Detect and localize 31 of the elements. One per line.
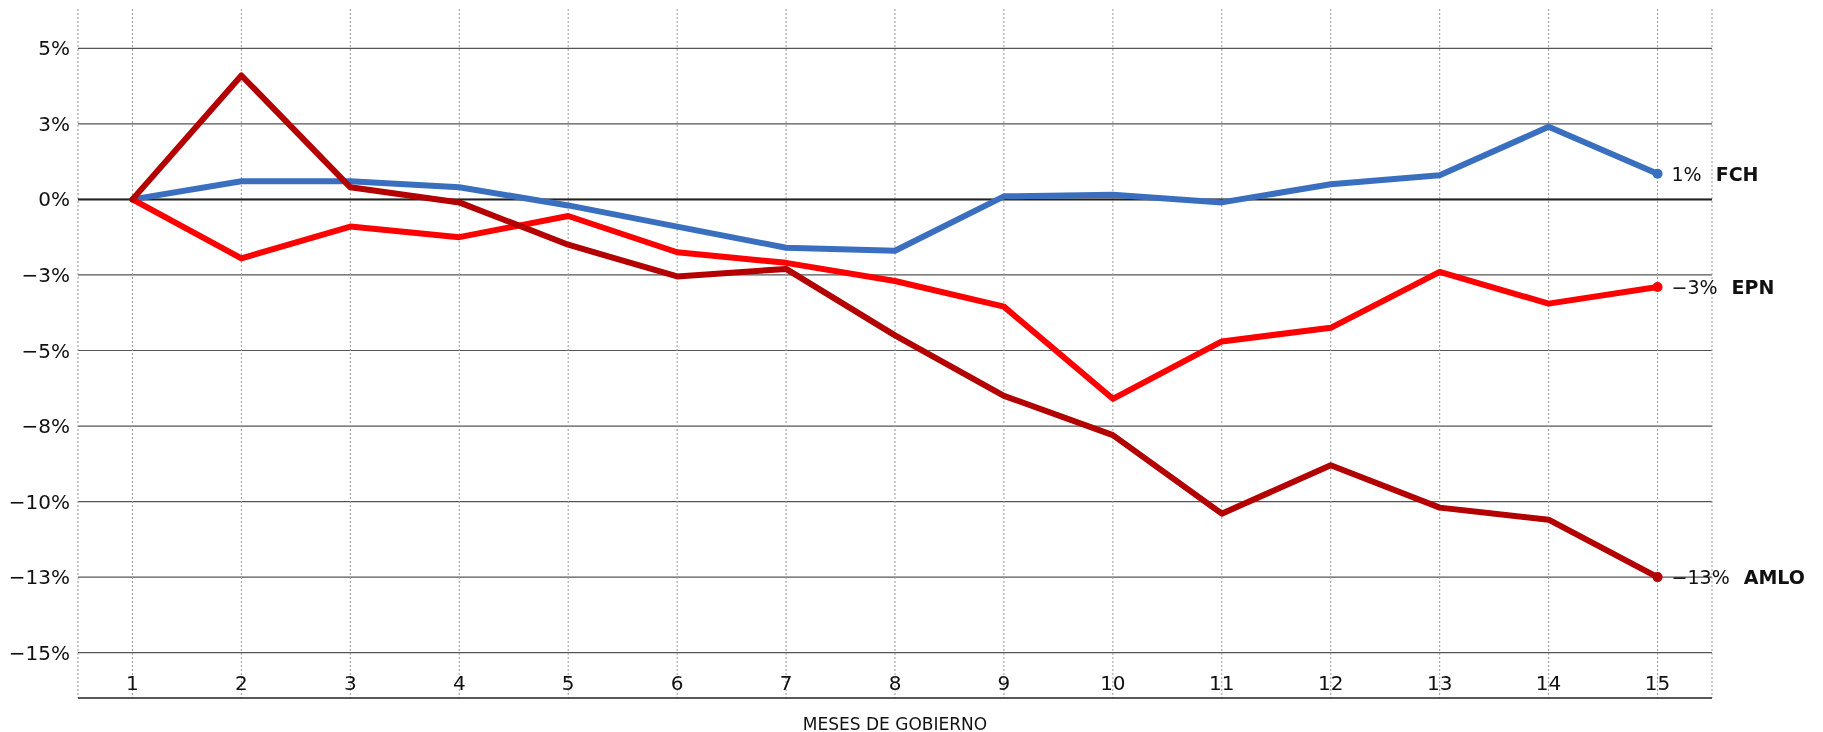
data-label: −3% bbox=[1671, 276, 1718, 299]
text: FCH bbox=[1715, 162, 1759, 185]
x-tick-label: 1 bbox=[126, 671, 139, 696]
y-tick-label: −13% bbox=[8, 565, 70, 590]
y-tick-label: 0% bbox=[38, 187, 70, 212]
x-tick-label: 15 bbox=[1644, 671, 1671, 696]
y-tick-label: −5% bbox=[21, 338, 70, 363]
x-tick-label: 4 bbox=[452, 671, 466, 696]
y-tick-label: −15% bbox=[8, 640, 70, 665]
x-tick-label: 6 bbox=[670, 671, 684, 696]
y-tick-label: −10% bbox=[8, 489, 70, 514]
x-tick-label: 11 bbox=[1209, 671, 1235, 696]
x-tick-label: 3 bbox=[343, 671, 357, 696]
y-tick-label: 5% bbox=[38, 36, 70, 61]
x-tick-label: 5 bbox=[561, 671, 575, 696]
x-tick-label: 14 bbox=[1535, 671, 1562, 696]
x-tick-label: 2 bbox=[235, 671, 248, 696]
x-tick-label: 10 bbox=[1100, 671, 1126, 696]
x-tick-label: 9 bbox=[997, 671, 1011, 696]
x-tick-label: 13 bbox=[1426, 671, 1453, 696]
y-tick-label: −8% bbox=[21, 414, 70, 439]
x-tick-label: 12 bbox=[1318, 671, 1344, 696]
data-label: 1% bbox=[1671, 162, 1702, 185]
y-tick-label: 3% bbox=[38, 111, 70, 136]
text: EPN bbox=[1731, 276, 1775, 299]
data-label: −13% bbox=[1671, 566, 1730, 589]
x-axis-title: MESES DE GOBIERNO bbox=[802, 714, 988, 732]
y-tick-label: −3% bbox=[21, 263, 70, 288]
x-tick-label: 7 bbox=[779, 671, 793, 696]
x-tick-label: 8 bbox=[888, 671, 902, 696]
text: AMLO bbox=[1743, 566, 1805, 589]
